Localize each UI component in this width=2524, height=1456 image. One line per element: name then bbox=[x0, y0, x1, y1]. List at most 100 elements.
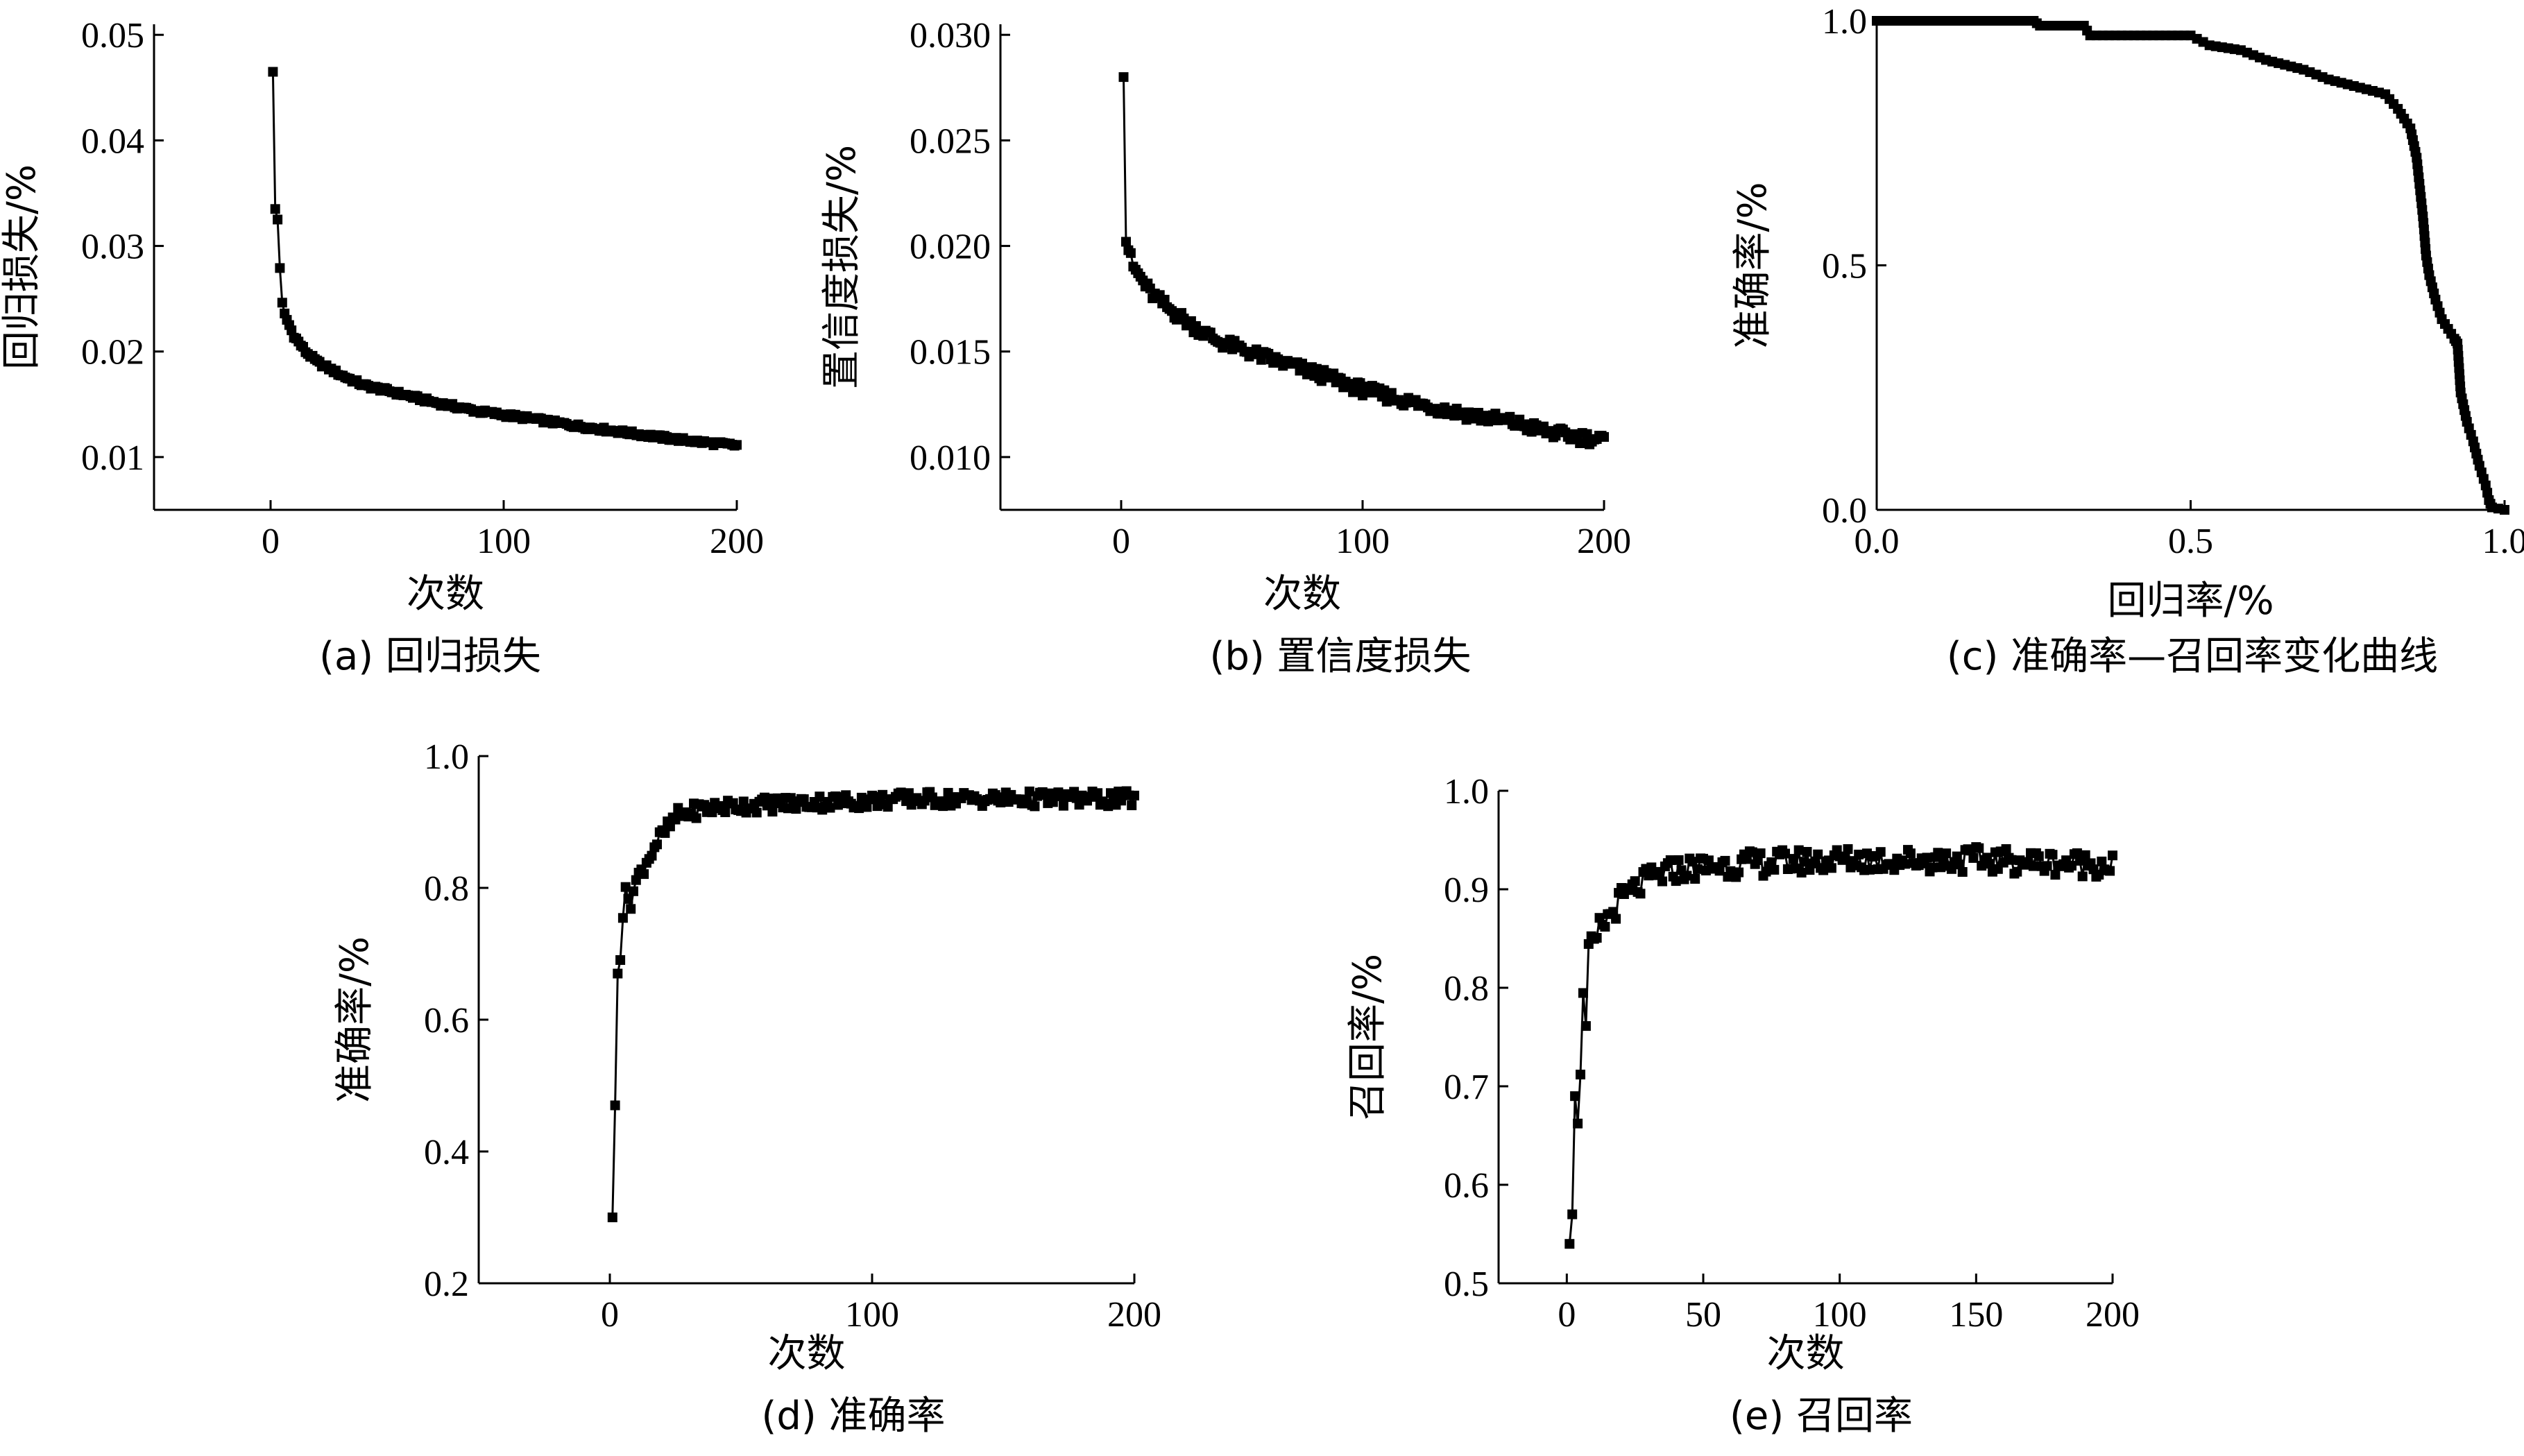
y-tick-label: 0.5 bbox=[1822, 247, 1867, 286]
data-point bbox=[878, 789, 888, 800]
series-line bbox=[611, 787, 1136, 1218]
data-point bbox=[2482, 488, 2493, 498]
data-point bbox=[2047, 850, 2058, 860]
y-tick-label: 0.8 bbox=[1444, 969, 1489, 1009]
data-point bbox=[1159, 295, 1170, 305]
data-point bbox=[1129, 790, 1139, 800]
data-point bbox=[2108, 850, 2117, 861]
x-tick-label: 0.0 bbox=[1854, 522, 1900, 561]
y-tick-label: 0.010 bbox=[910, 438, 991, 478]
data-point bbox=[1657, 876, 1667, 887]
data-point bbox=[273, 214, 283, 225]
data-point bbox=[607, 1213, 617, 1222]
data-point bbox=[2080, 850, 2090, 860]
data-point bbox=[1796, 868, 1807, 877]
data-point bbox=[751, 807, 762, 818]
data-point bbox=[1864, 864, 1875, 875]
x-axis-title: 次数 bbox=[768, 1331, 846, 1376]
data-point bbox=[1875, 847, 1886, 857]
data-point bbox=[617, 913, 628, 923]
data-point bbox=[620, 882, 631, 892]
x-tick-label: 150 bbox=[1949, 1295, 2003, 1335]
data-point bbox=[1505, 411, 1515, 422]
x-tick-label: 1.0 bbox=[2482, 522, 2524, 561]
data-point bbox=[270, 204, 280, 214]
y-axis-title: 召回率/% bbox=[1345, 954, 1390, 1120]
data-point bbox=[647, 850, 657, 861]
data-point bbox=[2072, 848, 2082, 858]
data-point bbox=[1905, 848, 1916, 859]
data-point bbox=[691, 813, 701, 823]
data-point bbox=[1600, 922, 1610, 932]
chart-c: 0.0 0.5 1.0 0.0 0.5 1.0 回归率/% 准确率/% (c) 准确率—召回率变… bbox=[1730, 2, 2524, 679]
data-point bbox=[1941, 848, 1952, 859]
data-point bbox=[882, 802, 893, 812]
data-point bbox=[1030, 801, 1040, 812]
chart-caption: (c) 准确率—召回率变化曲线 bbox=[1947, 634, 2438, 679]
y-tick-label: 0.6 bbox=[1444, 1166, 1489, 1206]
data-point bbox=[1690, 874, 1700, 884]
data-point bbox=[1788, 854, 1798, 864]
data-point bbox=[1567, 1209, 1578, 1219]
data-point bbox=[652, 839, 662, 850]
chart-e: 0 50 100 150 200 0.5 0.6 0.7 0.8 0.9 1.0 次数 召回率/% (e)… bbox=[1345, 772, 2140, 1439]
data-point bbox=[1954, 859, 1965, 870]
data-point bbox=[1570, 1091, 1580, 1102]
y-tick-label: 0.01 bbox=[81, 438, 144, 478]
data-point bbox=[287, 325, 297, 336]
x-tick-label: 100 bbox=[845, 1295, 899, 1335]
x-tick-label: 0.5 bbox=[2168, 522, 2213, 561]
data-point bbox=[1968, 853, 1979, 863]
data-point bbox=[1693, 864, 1703, 874]
data-point bbox=[815, 791, 825, 802]
data-point bbox=[720, 807, 731, 817]
data-point bbox=[2097, 856, 2107, 866]
data-point bbox=[1611, 914, 1621, 924]
data-point bbox=[1854, 849, 1864, 859]
data-point bbox=[1957, 867, 1968, 877]
data-point bbox=[615, 955, 626, 965]
x-tick-label: 0 bbox=[1112, 522, 1130, 561]
y-tick-label: 0.8 bbox=[424, 869, 469, 909]
data-point bbox=[2006, 855, 2017, 865]
data-point bbox=[1714, 866, 1725, 876]
data-point bbox=[268, 67, 278, 77]
data-point bbox=[1635, 889, 1646, 899]
x-axis-title: 次数 bbox=[1263, 572, 1341, 617]
data-point bbox=[1121, 237, 1131, 247]
data-point bbox=[1116, 796, 1127, 806]
data-point bbox=[1665, 855, 1675, 865]
y-tick-label: 1.0 bbox=[1822, 2, 1867, 42]
data-point bbox=[1592, 933, 1602, 943]
data-point bbox=[631, 875, 641, 885]
data-point bbox=[1578, 988, 1588, 998]
data-point bbox=[275, 263, 285, 273]
data-point bbox=[1922, 853, 1932, 863]
data-point bbox=[1564, 1239, 1575, 1249]
data-point bbox=[1118, 72, 1129, 83]
chart-d: 0 100 200 0.2 0.4 0.6 0.8 1.0 次数 准确率/% (d) 准确率 bbox=[332, 737, 1161, 1439]
x-tick-label: 200 bbox=[2086, 1295, 2140, 1335]
data-point bbox=[1818, 865, 1829, 875]
data-point bbox=[2012, 866, 2022, 877]
data-point bbox=[1673, 855, 1684, 865]
data-point bbox=[1355, 378, 1365, 388]
data-point bbox=[2042, 861, 2052, 871]
data-point bbox=[1952, 851, 1962, 862]
data-point bbox=[1682, 871, 1692, 881]
y-tick-label: 0.015 bbox=[910, 333, 991, 372]
data-point bbox=[1687, 857, 1698, 867]
data-point bbox=[1125, 248, 1136, 258]
data-point bbox=[1813, 849, 1823, 859]
data-point bbox=[1769, 864, 1780, 875]
chart-caption: (a) 回归损失 bbox=[319, 634, 541, 679]
data-point bbox=[1927, 862, 1938, 873]
data-point bbox=[2050, 870, 2061, 880]
x-axis-title: 次数 bbox=[407, 572, 484, 617]
data-point bbox=[613, 968, 623, 979]
data-point bbox=[1802, 847, 1812, 857]
y-tick-label: 0.025 bbox=[910, 121, 991, 161]
data-point bbox=[1985, 859, 1995, 869]
data-point bbox=[1580, 1021, 1591, 1031]
data-point bbox=[1703, 855, 1714, 866]
